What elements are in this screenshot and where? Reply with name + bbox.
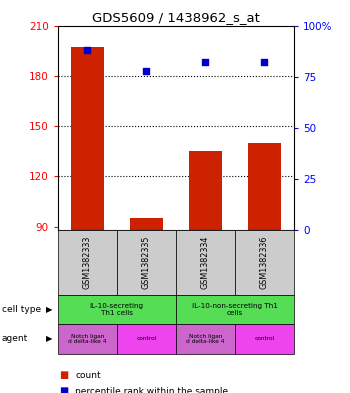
Text: control: control <box>254 336 275 342</box>
Title: GDS5609 / 1438962_s_at: GDS5609 / 1438962_s_at <box>92 11 260 24</box>
Text: cell type: cell type <box>2 305 41 314</box>
Text: Notch ligan
d delta-like 4: Notch ligan d delta-like 4 <box>68 334 106 344</box>
Text: count: count <box>75 371 101 380</box>
Text: IL-10-secreting
Th1 cells: IL-10-secreting Th1 cells <box>90 303 144 316</box>
Point <box>203 59 208 66</box>
Text: GSM1382336: GSM1382336 <box>260 236 269 289</box>
Text: ▶: ▶ <box>46 305 52 314</box>
Text: agent: agent <box>2 334 28 343</box>
Text: ■: ■ <box>60 386 69 393</box>
Point <box>144 67 149 73</box>
Point <box>84 47 90 53</box>
Text: GSM1382334: GSM1382334 <box>201 236 210 289</box>
Text: ■: ■ <box>60 370 69 380</box>
Bar <box>189 151 222 230</box>
Bar <box>71 47 104 230</box>
Text: ▶: ▶ <box>46 334 52 343</box>
Text: percentile rank within the sample: percentile rank within the sample <box>75 387 228 393</box>
Bar <box>130 218 163 230</box>
Text: Notch ligan
d delta-like 4: Notch ligan d delta-like 4 <box>186 334 225 344</box>
Text: IL-10-non-secreting Th1
cells: IL-10-non-secreting Th1 cells <box>192 303 278 316</box>
Text: GSM1382333: GSM1382333 <box>83 236 92 289</box>
Text: control: control <box>136 336 156 342</box>
Text: GSM1382335: GSM1382335 <box>142 235 151 289</box>
Point <box>262 59 267 66</box>
Bar <box>248 143 281 230</box>
